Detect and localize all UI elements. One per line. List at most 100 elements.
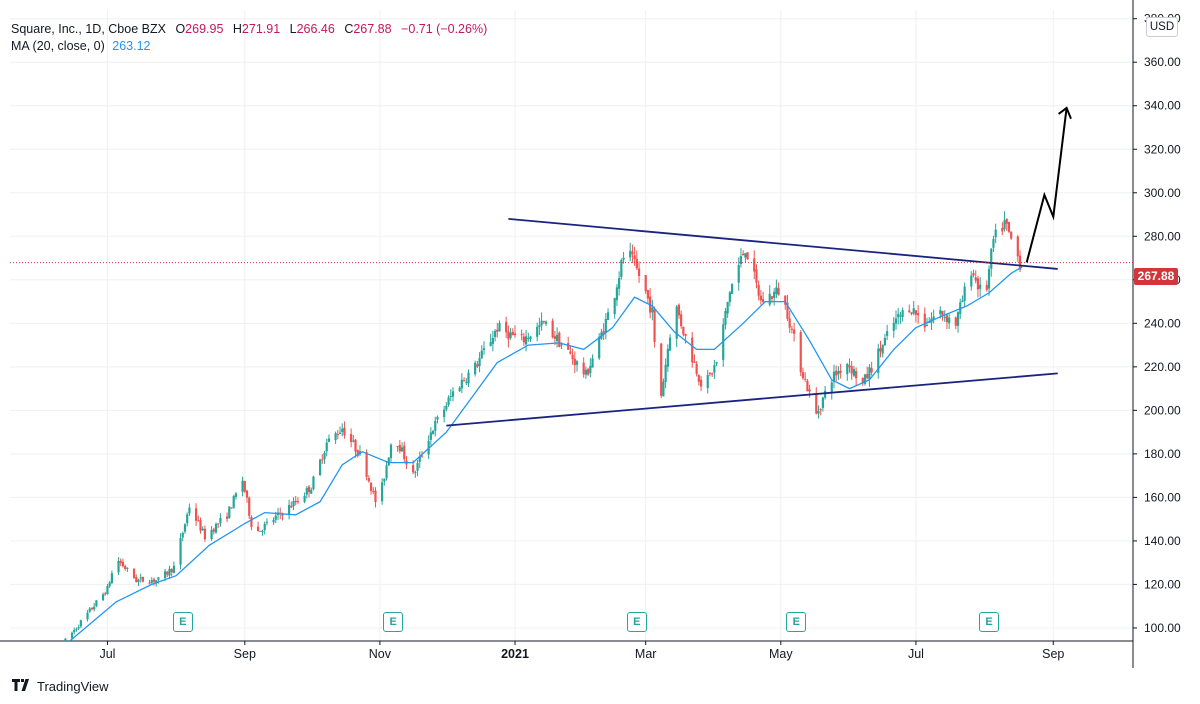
low-value: 266.46 [296,22,335,36]
candle [954,316,957,330]
candle [1016,235,1019,263]
candle [496,322,499,338]
tradingview-branding[interactable]: TradingView [12,678,109,694]
candle [338,426,342,435]
candle [163,568,167,581]
candle [753,250,756,280]
earnings-e-icon[interactable]: E [172,612,193,632]
earnings-e-icon[interactable]: E [383,612,404,632]
candle [290,501,293,509]
candle [773,288,776,306]
time-tick-label: Sep [1042,647,1064,661]
candle [287,499,291,520]
candle [117,557,120,576]
candle [932,309,935,324]
candle [219,513,222,527]
candle [323,450,326,464]
candle [892,317,895,338]
candle [923,307,926,332]
projection-path[interactable] [1025,107,1068,263]
candle [711,372,714,377]
candle [883,333,887,346]
candle [804,372,807,382]
candle [910,312,913,316]
candle [786,294,789,321]
candle [901,307,904,322]
candle [199,517,202,534]
candle [73,627,76,635]
candle [88,607,91,614]
candle [124,564,127,571]
time-axis[interactable]: Jul Sep Nov 2021 Mar May Jul Sep [99,641,1064,661]
candle [622,252,625,264]
ma-label[interactable]: MA (20, close, 0) [11,39,105,53]
candle [956,311,960,333]
close-label: C [344,22,354,36]
candle [948,313,951,329]
candle [615,284,619,307]
candle [556,327,559,348]
candle [861,377,864,386]
candle [183,523,187,534]
candle [587,367,590,376]
candle [976,275,980,298]
candle [713,359,716,379]
candle [897,308,900,325]
candle [447,395,450,407]
earnings-e-icon[interactable]: E [979,612,1000,632]
candle [868,364,871,387]
candle [744,252,747,264]
candle [649,288,652,319]
candle [383,478,386,486]
symbol-title[interactable]: Square, Inc., 1D, Cboe BZX [11,22,166,36]
candle [793,322,796,342]
candle [126,567,129,572]
candle [629,242,632,262]
candle [354,438,357,458]
candle [846,362,849,381]
earnings-e-icon[interactable]: E [626,612,647,632]
candle [137,578,140,587]
candle [119,558,122,567]
upper-trendline[interactable] [508,217,1058,270]
price-tick-label: 280.00 [1144,229,1181,243]
candle [881,344,884,358]
high-value: 271.91 [241,22,281,36]
candle [443,405,446,423]
candle [726,301,729,318]
earnings-e-icon[interactable]: E [786,612,807,632]
ma-line[interactable] [69,266,1023,641]
candle [536,322,539,342]
candle [575,359,579,372]
currency-button[interactable]: USD [1146,17,1178,37]
candle [141,576,144,583]
candle [693,354,696,364]
candle [108,581,111,589]
candle [538,317,541,336]
candle [646,289,650,304]
price-tick-label: 340.00 [1144,99,1181,113]
candle [241,476,244,497]
candle [381,478,384,505]
candle [509,327,512,340]
open-value: 269.95 [185,22,224,36]
candle [79,619,82,629]
candle [567,336,570,350]
candle [963,282,966,308]
candle [651,299,654,321]
candle [188,503,191,516]
lower-trendline[interactable] [446,372,1058,427]
candle [369,482,373,495]
candle [482,341,486,355]
price-axis[interactable]: 100.00 120.00 140.00 160.00 180.00 200.00 220.… [1133,12,1181,635]
candle [746,252,749,260]
candle [429,427,432,446]
candle [582,357,585,378]
candle [321,454,324,464]
candle [64,637,67,641]
projection-arrowhead [1057,106,1072,120]
candle [451,387,455,402]
candle [571,348,574,365]
candle [589,358,592,378]
